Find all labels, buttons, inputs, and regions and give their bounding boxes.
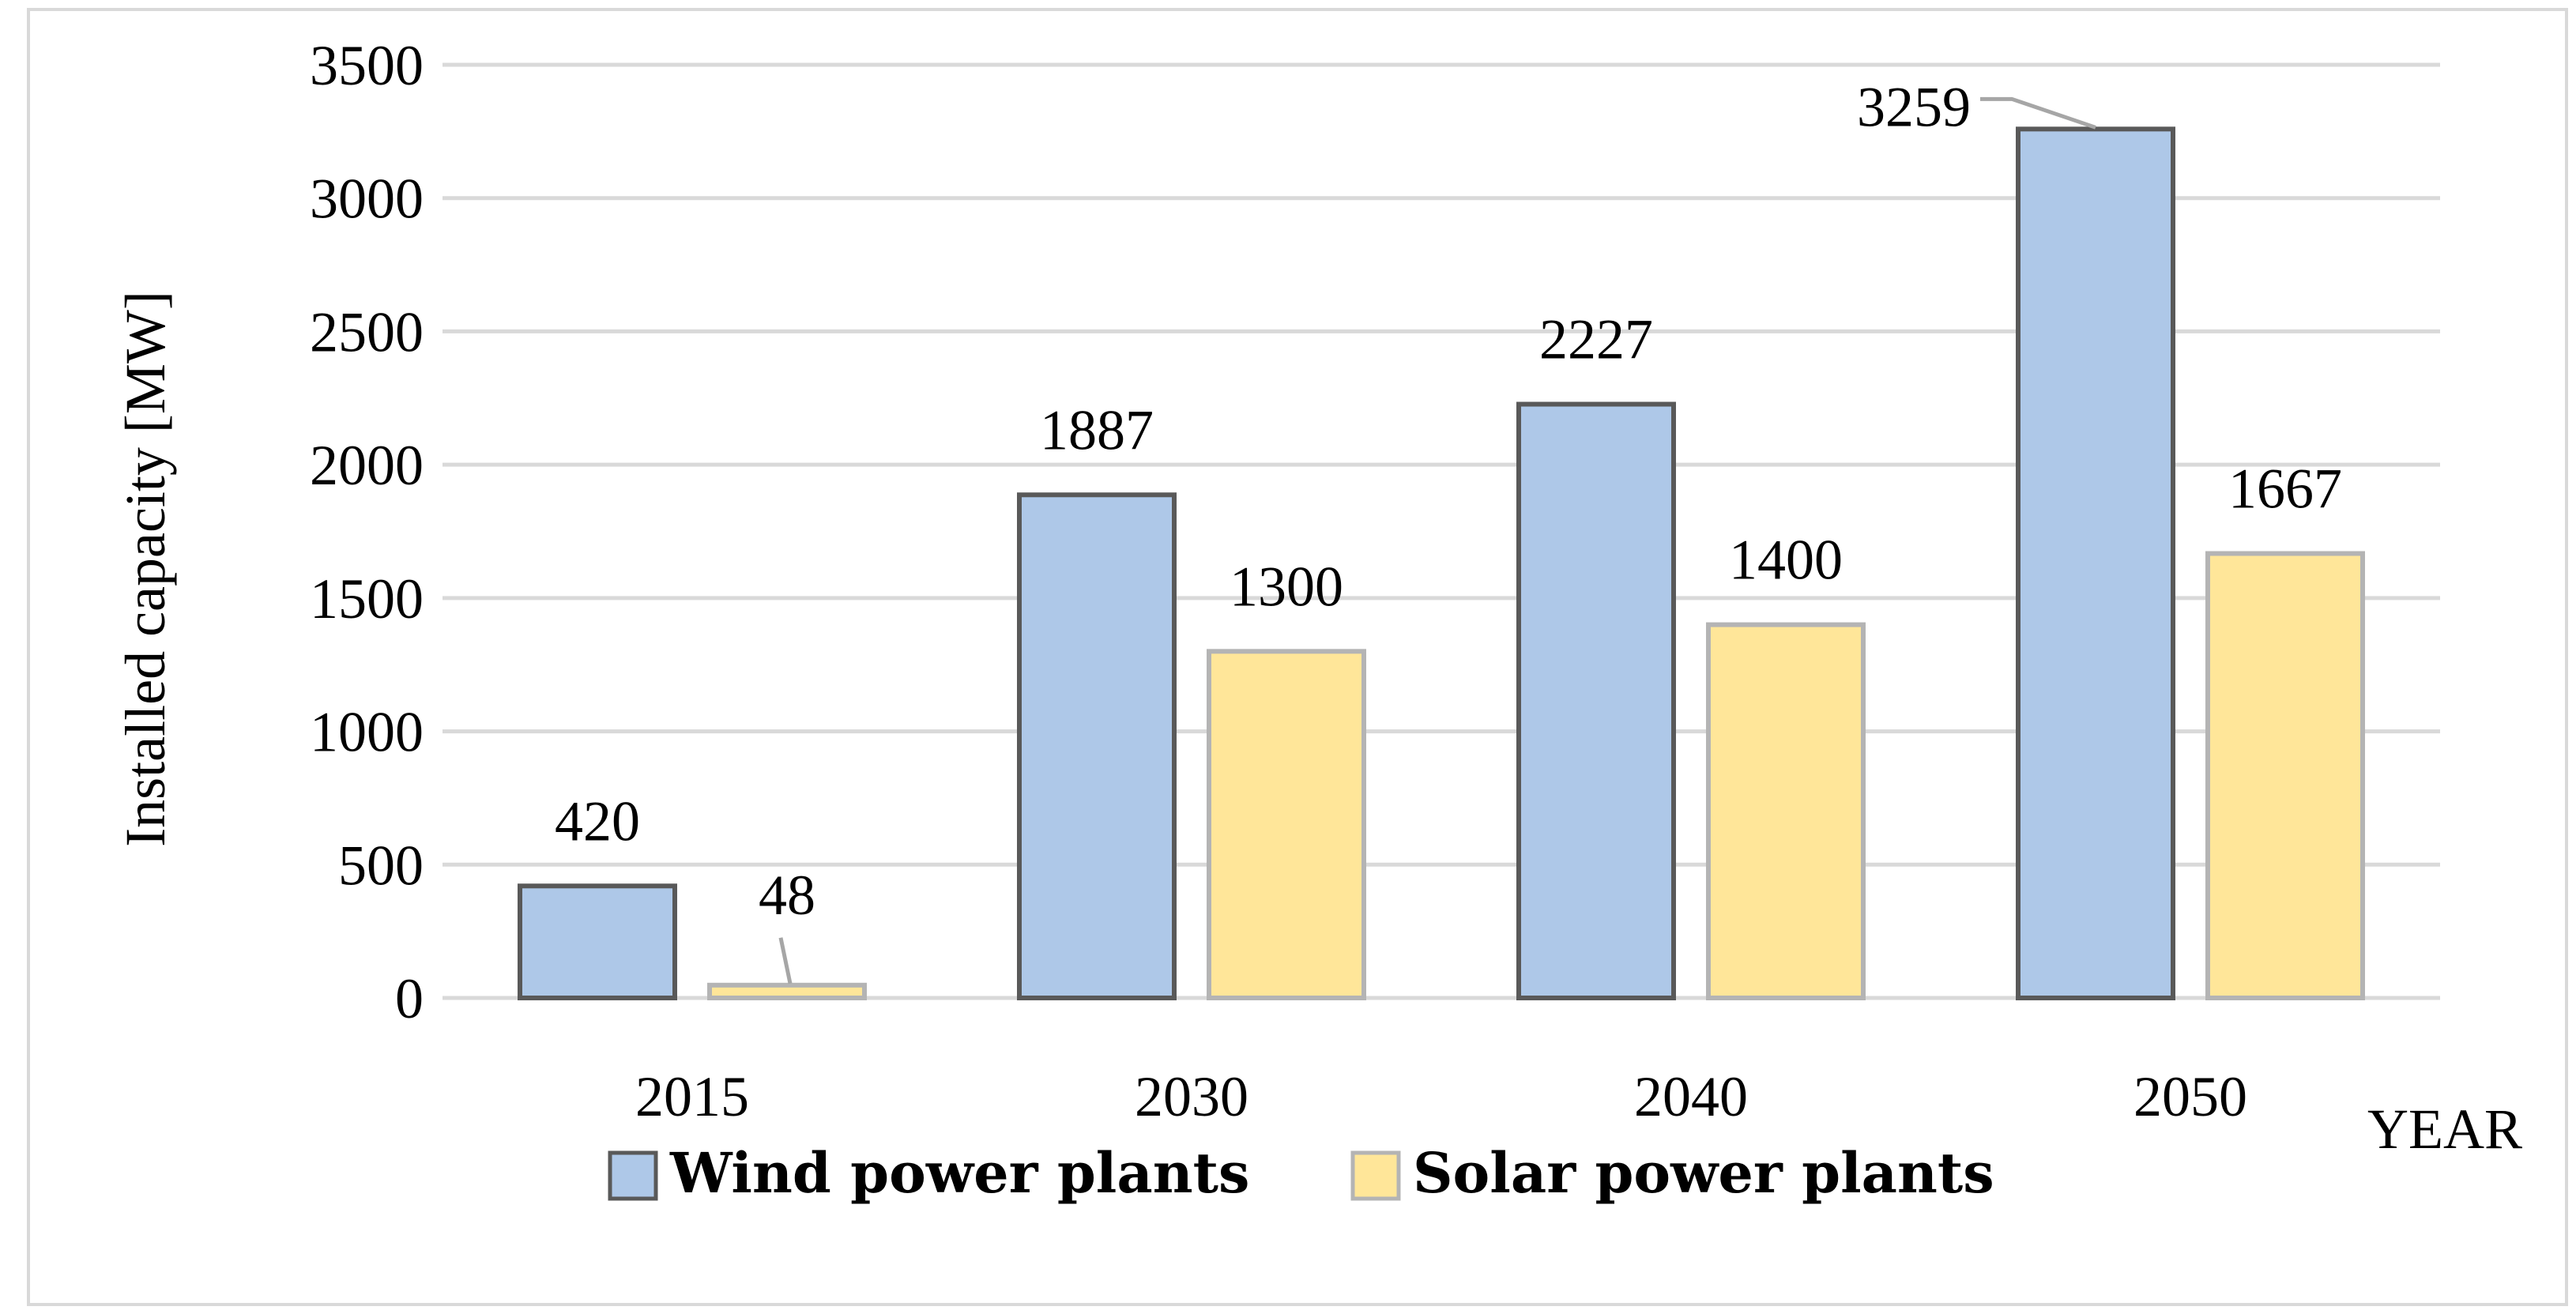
data-label-solar-2040: 1400 — [1729, 529, 1843, 592]
y-axis-label: Installed capacity [MW] — [114, 291, 177, 847]
data-label-leader-lines — [778, 96, 2096, 985]
bar-solar-2050 — [2205, 551, 2365, 1000]
x-tick-label-2030: 2030 — [1135, 1065, 1248, 1128]
bar-wind-2015 — [518, 883, 677, 1001]
x-tick-label-2040: 2040 — [1634, 1065, 1748, 1128]
legend-swatch-solar — [1350, 1150, 1401, 1201]
legend-label-solar: Solar power plants — [1413, 1140, 1994, 1206]
leader-line-solar-2015 — [778, 937, 793, 985]
data-label-wind-2040: 2227 — [1539, 308, 1653, 371]
y-tick-label-500: 500 — [338, 834, 424, 897]
data-label-solar-2030: 1300 — [1230, 555, 1343, 618]
bar-wind-2040 — [1516, 401, 1676, 1000]
legend-label-wind: Wind power plants — [669, 1140, 1249, 1206]
data-label-solar-2015: 48 — [759, 864, 815, 927]
data-label-wind-2050: 3259 — [1857, 75, 1971, 138]
data-label-solar-2050: 1667 — [2228, 457, 2342, 521]
x-axis-label: YEAR — [2367, 1098, 2522, 1161]
legend-swatch-wind — [608, 1150, 658, 1201]
x-tick-label-2015: 2015 — [635, 1065, 749, 1128]
data-label-wind-2015: 420 — [555, 789, 640, 853]
bar-wind-2030 — [1017, 492, 1177, 1000]
y-tick-label-2500: 2500 — [310, 300, 424, 363]
y-tick-label-1500: 1500 — [310, 567, 424, 631]
bars — [518, 126, 2365, 1001]
leader-line-wind-2050 — [1980, 96, 2096, 130]
bar-wind-2050 — [2016, 126, 2175, 1000]
y-axis-tick-labels: 0 500 1000 1500 2000 2500 3000 3500 — [310, 34, 424, 1030]
y-tick-label-2000: 2000 — [310, 434, 424, 497]
x-tick-label-2050: 2050 — [2133, 1065, 2247, 1128]
bar-solar-2015 — [707, 982, 867, 1001]
legend: Wind power plants Solar power plants — [608, 1140, 1994, 1206]
x-axis-tick-labels: 2015 2030 2040 2050 — [635, 1065, 2247, 1128]
data-labels: 420 48 1887 1300 2227 1400 3259 1667 — [555, 75, 2342, 926]
y-tick-label-3500: 3500 — [310, 34, 424, 97]
bar-solar-2040 — [1706, 622, 1866, 1000]
data-label-wind-2030: 1887 — [1040, 398, 1154, 461]
y-tick-label-3000: 3000 — [310, 168, 424, 231]
bar-solar-2030 — [1207, 649, 1366, 1000]
y-tick-label-1000: 1000 — [310, 701, 424, 764]
y-tick-label-0: 0 — [395, 967, 424, 1030]
